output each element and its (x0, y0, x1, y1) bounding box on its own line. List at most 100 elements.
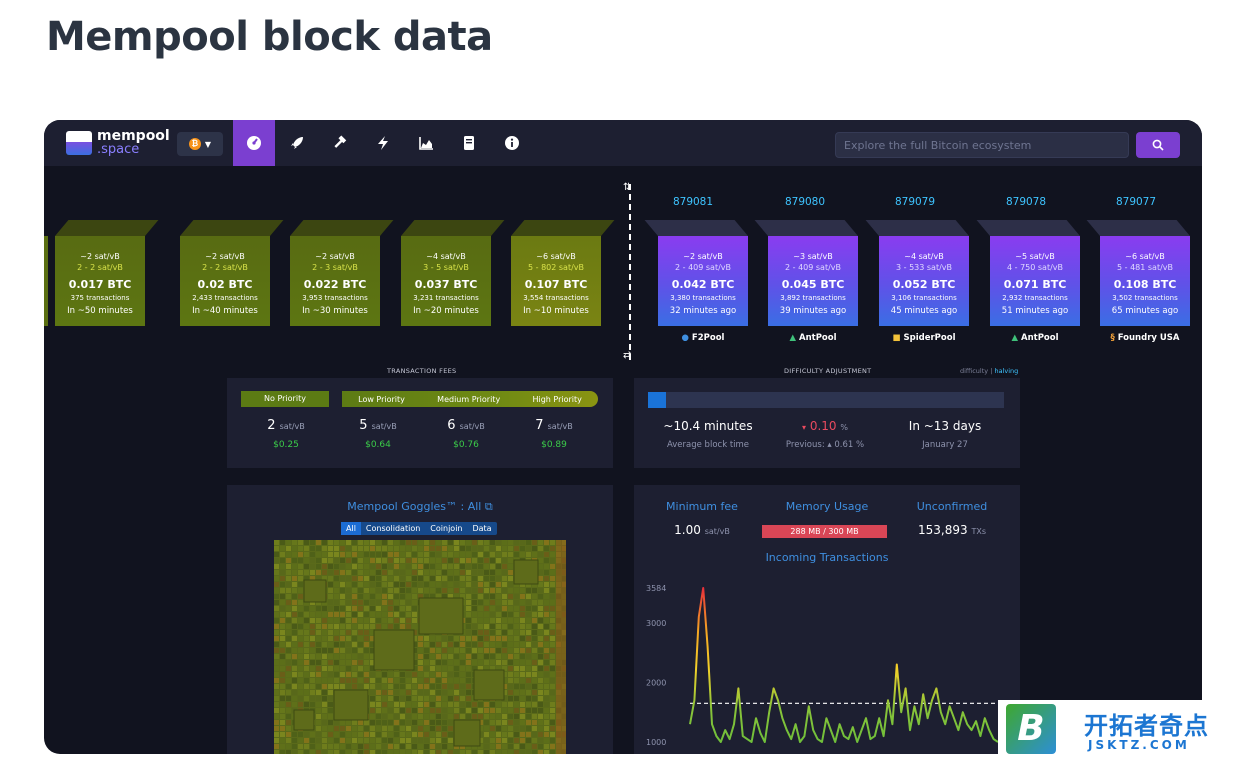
mempool-block[interactable]: ~6 sat/vB 5 - 802 sat/vB 0.107 BTC 3,554… (511, 236, 601, 326)
treemap-tx[interactable] (550, 606, 555, 611)
treemap-tx[interactable] (544, 612, 549, 617)
treemap-tx[interactable] (340, 672, 345, 677)
treemap-tx[interactable] (286, 666, 291, 671)
treemap-tx[interactable] (466, 630, 471, 635)
treemap-tx[interactable] (322, 702, 327, 707)
mempool-block-partial[interactable] (44, 236, 48, 326)
treemap-tx[interactable] (502, 636, 507, 641)
treemap-tx[interactable] (292, 744, 297, 749)
treemap-tx[interactable] (484, 600, 489, 605)
treemap-tx[interactable] (472, 540, 477, 545)
treemap-tx[interactable] (532, 624, 537, 629)
treemap-tx[interactable] (316, 612, 321, 617)
treemap-tx[interactable] (430, 696, 435, 701)
treemap-tx[interactable] (328, 666, 333, 671)
treemap-tx[interactable] (538, 672, 543, 677)
treemap-tx[interactable] (352, 618, 357, 623)
treemap-tx[interactable] (484, 654, 489, 659)
treemap-tx[interactable] (478, 624, 483, 629)
treemap-tx[interactable] (340, 576, 345, 581)
treemap-tx[interactable] (526, 618, 531, 623)
treemap-tx[interactable] (472, 654, 477, 659)
treemap-tx[interactable] (358, 750, 363, 754)
treemap-tx[interactable] (280, 606, 285, 611)
treemap-tx[interactable] (406, 612, 411, 617)
treemap-tx[interactable] (550, 648, 555, 653)
treemap-tx[interactable] (328, 546, 333, 551)
treemap-tx[interactable] (358, 570, 363, 575)
treemap-tx[interactable] (508, 600, 513, 605)
treemap-tx[interactable] (358, 564, 363, 569)
treemap-tx[interactable] (376, 744, 381, 749)
treemap-tx[interactable] (544, 630, 549, 635)
treemap-tx[interactable] (520, 708, 525, 713)
treemap-tx[interactable] (346, 666, 351, 671)
treemap-tx[interactable] (364, 630, 369, 635)
treemap-tx[interactable] (322, 576, 327, 581)
treemap-tx[interactable] (418, 564, 423, 569)
treemap-tx[interactable] (298, 618, 303, 623)
treemap-tx[interactable] (310, 744, 315, 749)
treemap-tx[interactable] (274, 576, 279, 581)
treemap-tx[interactable] (460, 588, 465, 593)
treemap-tx[interactable] (514, 696, 519, 701)
treemap-tx[interactable] (502, 540, 507, 545)
treemap-tx[interactable] (490, 738, 495, 743)
treemap-tx[interactable] (442, 558, 447, 563)
treemap-tx[interactable] (370, 702, 375, 707)
treemap-tx[interactable] (406, 552, 411, 557)
treemap-tx[interactable] (544, 666, 549, 671)
treemap-tx[interactable] (340, 588, 345, 593)
treemap-tx[interactable] (513, 559, 539, 585)
treemap-tx[interactable] (280, 600, 285, 605)
treemap-tx[interactable] (304, 678, 309, 683)
treemap-tx[interactable] (520, 606, 525, 611)
treemap-tx[interactable] (466, 642, 471, 647)
treemap-tx[interactable] (352, 606, 357, 611)
treemap-tx[interactable] (472, 624, 477, 629)
treemap-tx[interactable] (340, 606, 345, 611)
treemap-tx[interactable] (298, 540, 303, 545)
treemap-tx[interactable] (298, 546, 303, 551)
treemap-tx[interactable] (328, 612, 333, 617)
treemap-tx[interactable] (280, 672, 285, 677)
treemap-tx[interactable] (298, 654, 303, 659)
treemap-tx[interactable] (346, 612, 351, 617)
treemap-tx[interactable] (328, 714, 333, 719)
treemap-tx[interactable] (340, 648, 345, 653)
treemap-tx[interactable] (334, 744, 339, 749)
treemap-tx[interactable] (514, 552, 519, 557)
treemap-tx[interactable] (508, 696, 513, 701)
treemap-tx[interactable] (412, 564, 417, 569)
treemap-tx[interactable] (304, 630, 309, 635)
treemap-tx[interactable] (358, 732, 363, 737)
treemap-tx[interactable] (346, 600, 351, 605)
treemap-tx[interactable] (508, 732, 513, 737)
pool-label[interactable]: ▲ AntPool (758, 333, 868, 343)
treemap-tx[interactable] (316, 546, 321, 551)
treemap-tx[interactable] (334, 738, 339, 743)
treemap-tx[interactable] (430, 576, 435, 581)
treemap-tx[interactable] (316, 744, 321, 749)
treemap-tx[interactable] (304, 576, 309, 581)
treemap-tx[interactable] (448, 558, 453, 563)
network-selector[interactable]: ₿ ▼ (177, 132, 223, 156)
treemap-tx[interactable] (352, 744, 357, 749)
treemap-tx[interactable] (364, 564, 369, 569)
treemap-tx[interactable] (448, 660, 453, 665)
treemap-tx[interactable] (490, 702, 495, 707)
treemap-tx[interactable] (322, 750, 327, 754)
treemap-tx[interactable] (333, 689, 369, 721)
treemap-tx[interactable] (322, 648, 327, 653)
treemap-tx[interactable] (316, 720, 321, 725)
treemap-tx[interactable] (466, 594, 471, 599)
treemap-tx[interactable] (496, 636, 501, 641)
treemap-tx[interactable] (454, 660, 459, 665)
treemap-tx[interactable] (328, 594, 333, 599)
treemap-tx[interactable] (340, 726, 345, 731)
treemap-tx[interactable] (400, 732, 405, 737)
treemap-tx[interactable] (478, 702, 483, 707)
treemap-tx[interactable] (274, 540, 279, 545)
treemap-tx[interactable] (316, 684, 321, 689)
treemap-tx[interactable] (412, 702, 417, 707)
